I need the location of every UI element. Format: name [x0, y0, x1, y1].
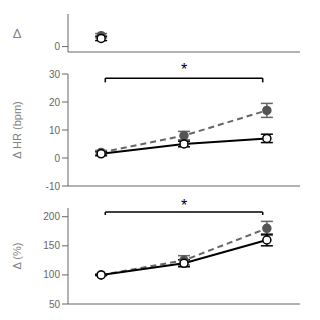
svg-text:0: 0 [54, 153, 60, 164]
svg-text:100: 100 [43, 269, 60, 280]
svg-text:10: 10 [49, 125, 61, 136]
svg-text:*: * [181, 197, 187, 214]
svg-text:200: 200 [43, 211, 60, 222]
svg-text:*: * [181, 61, 187, 78]
svg-text:20: 20 [49, 97, 61, 108]
svg-text:150: 150 [43, 240, 60, 251]
svg-text:30: 30 [49, 69, 61, 80]
svg-text:50: 50 [49, 299, 61, 310]
svg-text:0: 0 [54, 41, 60, 52]
svg-text:Δ: Δ [13, 26, 22, 41]
svg-text:Δ HR (bpm): Δ HR (bpm) [11, 101, 23, 158]
svg-text:-10: -10 [46, 181, 61, 192]
svg-text:Δ (%): Δ (%) [11, 243, 23, 270]
